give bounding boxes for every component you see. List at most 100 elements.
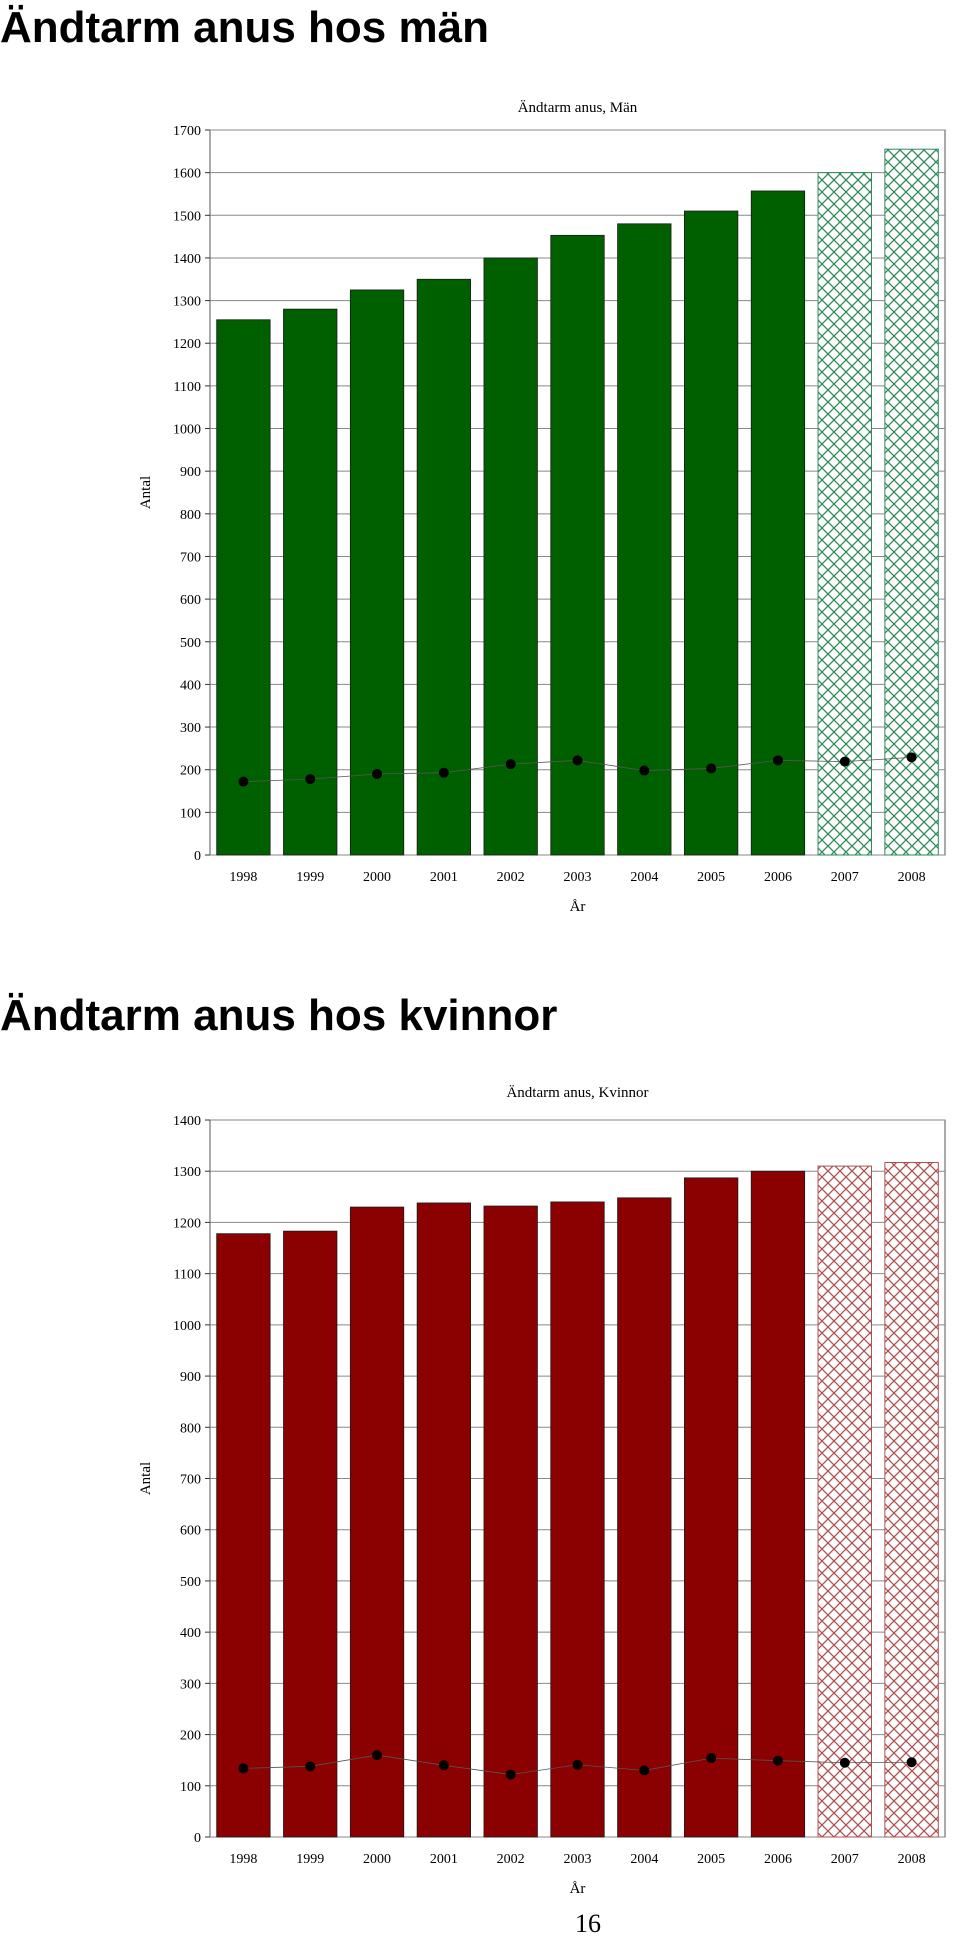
data-point	[505, 1769, 516, 1780]
bar	[550, 1201, 605, 1838]
data-point	[505, 759, 516, 770]
y-tick-label: 0	[194, 849, 201, 864]
bar	[416, 1202, 471, 1838]
x-tick-label: 1999	[296, 870, 324, 885]
y-tick-label: 1000	[173, 423, 201, 438]
bar	[216, 319, 271, 856]
bar	[349, 289, 405, 856]
x-tick-label: 2003	[564, 870, 592, 885]
data-point	[438, 767, 449, 778]
bar-projected	[817, 1165, 873, 1838]
x-tick-label: 2008	[898, 870, 926, 885]
bar	[416, 278, 471, 856]
y-tick-label: 100	[180, 806, 201, 821]
bar	[617, 223, 672, 856]
y-tick-label: 1400	[173, 252, 201, 267]
y-tick-label: 1200	[173, 337, 201, 352]
y-tick-label: 1500	[173, 209, 201, 224]
x-tick-label: 2003	[564, 1852, 592, 1867]
x-tick-label: 2005	[697, 1852, 725, 1867]
y-tick-label: 700	[180, 550, 201, 565]
y-tick-label: 1300	[173, 295, 201, 310]
data-point	[906, 1757, 917, 1768]
y-tick-label: 1000	[173, 1319, 201, 1334]
data-point	[372, 768, 383, 779]
y-tick-label: 1100	[174, 380, 201, 395]
y-tick-label: 600	[180, 593, 201, 608]
data-point	[839, 756, 850, 767]
bar-projected	[817, 172, 873, 856]
bar-projected	[884, 1162, 939, 1838]
x-tick-label: 2008	[898, 1852, 926, 1867]
data-point	[706, 763, 717, 774]
x-axis-label: År	[570, 1881, 586, 1897]
y-tick-label: 100	[180, 1780, 201, 1795]
y-tick-label: 900	[180, 1370, 201, 1385]
y-axis-label: Antal	[138, 476, 154, 509]
page-number: 16	[575, 1909, 601, 1938]
chart-title: Ändtarm anus, Kvinnor	[506, 1084, 648, 1101]
x-tick-label: 1998	[229, 1852, 257, 1867]
data-point	[706, 1753, 717, 1764]
data-point	[305, 774, 316, 785]
y-tick-label: 200	[180, 1729, 201, 1744]
chart-men: 0 100 200 300 400 500 600 700 800 900 1000 1100 1200…	[138, 99, 946, 915]
y-tick-label: 1400	[173, 1114, 201, 1129]
y-tick-label: 300	[180, 721, 201, 736]
bar	[750, 190, 806, 856]
y-tick-label: 1200	[173, 1216, 201, 1231]
y-tick-label: 1700	[173, 124, 201, 139]
x-tick-label: 2002	[497, 870, 525, 885]
x-tick-label: 2007	[831, 1852, 859, 1867]
bar	[483, 257, 538, 856]
chart-title: Ändtarm anus, Män	[518, 99, 638, 116]
heading-men: Ändtarm anus hos män	[0, 3, 489, 52]
x-tick-label: 1998	[229, 870, 257, 885]
y-axis-label: Antal	[138, 1462, 154, 1495]
y-tick-label: 300	[180, 1677, 201, 1692]
x-tick-label: 2006	[764, 870, 792, 885]
x-tick-label: 2002	[497, 1852, 525, 1867]
y-tick-label: 800	[180, 1421, 201, 1436]
y-tick-label: 500	[180, 636, 201, 651]
y-tick-label: 0	[194, 1831, 201, 1846]
x-tick-label: 2005	[697, 870, 725, 885]
data-point	[572, 1759, 583, 1770]
bar	[483, 1205, 538, 1838]
data-point	[238, 1763, 249, 1774]
y-tick-label: 1300	[173, 1165, 201, 1180]
x-tick-label: 2006	[764, 1852, 792, 1867]
data-point	[906, 752, 917, 763]
x-tick-label: 2004	[630, 870, 658, 885]
bar	[283, 1230, 338, 1838]
x-tick-label: 1999	[296, 1852, 324, 1867]
data-point	[772, 755, 783, 766]
bar	[349, 1206, 405, 1838]
data-point	[238, 776, 249, 787]
data-point	[438, 1760, 449, 1771]
data-point	[372, 1750, 383, 1761]
y-tick-label: 700	[180, 1473, 201, 1488]
data-point	[639, 765, 650, 776]
bar	[550, 234, 605, 856]
y-tick-label: 600	[180, 1524, 201, 1539]
bar	[283, 308, 338, 856]
x-tick-label: 2000	[363, 870, 391, 885]
bar-projected	[884, 148, 939, 856]
bar	[684, 1177, 739, 1838]
y-tick-label: 1600	[173, 167, 201, 182]
data-point	[639, 1765, 650, 1776]
x-tick-label: 2001	[430, 870, 458, 885]
y-tick-label: 900	[180, 465, 201, 480]
bar	[684, 210, 739, 856]
y-tick-label: 200	[180, 764, 201, 779]
x-axis-label: År	[570, 899, 586, 915]
x-tick-label: 2007	[831, 870, 859, 885]
data-point	[839, 1757, 850, 1768]
x-tick-label: 2001	[430, 1852, 458, 1867]
x-tick-label: 2004	[630, 1852, 658, 1867]
bar	[750, 1170, 806, 1838]
heading-women: Ändtarm anus hos kvinnor	[0, 991, 558, 1040]
data-point	[572, 755, 583, 766]
data-point	[305, 1761, 316, 1772]
